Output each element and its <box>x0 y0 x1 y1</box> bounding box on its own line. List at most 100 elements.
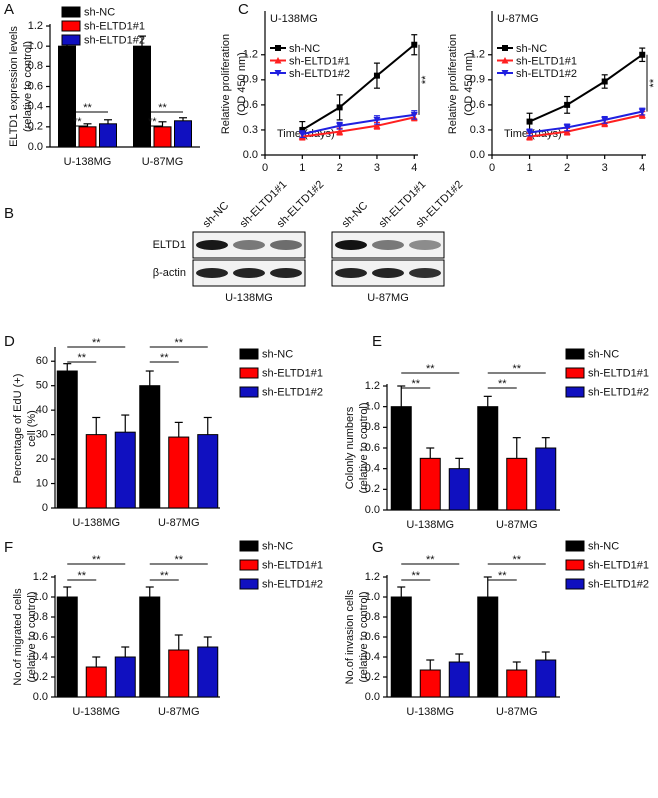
legend-label: sh-NC <box>588 540 619 552</box>
y-tick-label: 0.0 <box>243 149 258 161</box>
bar <box>114 431 136 509</box>
x-tick-label: U-138MG <box>406 706 454 718</box>
legend-swatch <box>239 367 259 379</box>
legend-swatch <box>565 348 585 360</box>
legend-swatch <box>61 34 81 46</box>
y-tick-label: 1.2 <box>365 571 380 583</box>
bar <box>133 45 151 148</box>
bar <box>56 370 78 509</box>
marker <box>411 41 418 48</box>
bar <box>390 596 412 698</box>
marker <box>373 116 381 124</box>
y-tick-label: 0.6 <box>470 99 485 111</box>
bar <box>58 45 76 148</box>
legend-swatch <box>565 367 585 379</box>
y-tick-label: 0.4 <box>365 463 380 475</box>
panel-label: B <box>4 205 14 222</box>
marker <box>274 70 282 77</box>
significance-label: ** <box>92 337 101 349</box>
y-tick-label: 1.0 <box>28 40 43 52</box>
legend-label: sh-ELTD1#1 <box>516 55 577 67</box>
bar <box>535 447 557 511</box>
marker <box>638 108 646 116</box>
legend-swatch <box>239 386 259 398</box>
marker <box>501 70 509 77</box>
marker <box>601 116 609 124</box>
y-tick-label: 0.2 <box>28 121 43 133</box>
group-label: U-87MG <box>367 292 409 304</box>
legend-swatch <box>565 578 585 590</box>
bar <box>153 126 172 148</box>
bar <box>506 457 528 511</box>
significance-label: ** <box>83 102 92 114</box>
y-tick-label: 0.0 <box>33 691 48 703</box>
marker <box>564 101 571 108</box>
y-axis-label: (relative to control) <box>358 591 370 682</box>
chart-title: U-87MG <box>497 13 539 25</box>
legend-label: sh-NC <box>262 348 293 360</box>
bar <box>85 666 107 698</box>
bar <box>139 596 161 698</box>
legend-label: sh-ELTD1#2 <box>262 578 323 590</box>
y-tick-label: 10 <box>36 477 48 489</box>
y-axis-label: No.of invasion cells <box>344 589 356 684</box>
y-tick-label: 40 <box>36 404 48 416</box>
y-tick-label: 1.2 <box>470 49 485 61</box>
y-tick-label: 1.2 <box>33 571 48 583</box>
blot-band <box>233 240 265 250</box>
y-tick-label: 1.2 <box>243 49 258 61</box>
x-tick-label: 0 <box>262 162 268 174</box>
significance-label: ** <box>498 570 507 582</box>
y-tick-label: 0.8 <box>365 611 380 623</box>
y-axis-label: Colonly numbers <box>344 406 356 489</box>
blot-band <box>335 240 367 250</box>
y-tick-label: 0.4 <box>365 651 380 663</box>
significance-label: ** <box>158 102 167 114</box>
significance-label: ** <box>411 570 420 582</box>
y-tick-label: 0.6 <box>28 80 43 92</box>
x-tick-label: 3 <box>374 162 380 174</box>
legend-label: sh-NC <box>262 540 293 552</box>
blot-band <box>270 268 302 278</box>
blot-band <box>270 240 302 250</box>
bar <box>197 646 219 698</box>
y-tick-label: 1.2 <box>365 380 380 392</box>
y-tick-label: 20 <box>36 453 48 465</box>
marker <box>410 111 418 119</box>
bar <box>390 406 412 511</box>
chart-title: U-138MG <box>270 13 318 25</box>
y-tick-label: 0.0 <box>470 149 485 161</box>
blot-band <box>372 240 404 250</box>
series-line <box>302 116 415 138</box>
legend-swatch <box>239 578 259 590</box>
bar <box>477 596 499 698</box>
legend-label: sh-NC <box>289 43 320 55</box>
marker <box>299 126 306 133</box>
significance-label: ** <box>160 352 169 364</box>
panel-label: A <box>4 1 14 18</box>
panel-label: C <box>238 1 249 18</box>
y-tick-label: 0.8 <box>33 611 48 623</box>
y-tick-label: 0.8 <box>28 60 43 72</box>
marker <box>336 104 343 111</box>
bar <box>448 661 470 698</box>
legend-swatch <box>239 348 259 360</box>
marker <box>526 118 533 125</box>
y-axis-label: (relative to control) <box>22 41 34 132</box>
significance-label: ** <box>92 554 101 566</box>
x-tick-label: 4 <box>411 162 417 174</box>
legend-label: sh-ELTD1#2 <box>516 68 577 80</box>
marker <box>502 45 508 51</box>
marker <box>563 124 571 131</box>
significance-label: ** <box>73 116 82 128</box>
blot-band <box>335 268 367 278</box>
y-tick-label: 1.0 <box>33 591 48 603</box>
x-tick-label: U-138MG <box>406 519 454 531</box>
blot-band <box>196 268 228 278</box>
y-tick-label: 0.3 <box>243 124 258 136</box>
significance-label: ** <box>512 363 521 375</box>
y-axis-label: No.of migrated cells <box>12 588 24 686</box>
legend-label: sh-ELTD1#1 <box>588 367 649 379</box>
significance-label: ** <box>648 78 658 87</box>
y-tick-label: 0.4 <box>33 651 48 663</box>
